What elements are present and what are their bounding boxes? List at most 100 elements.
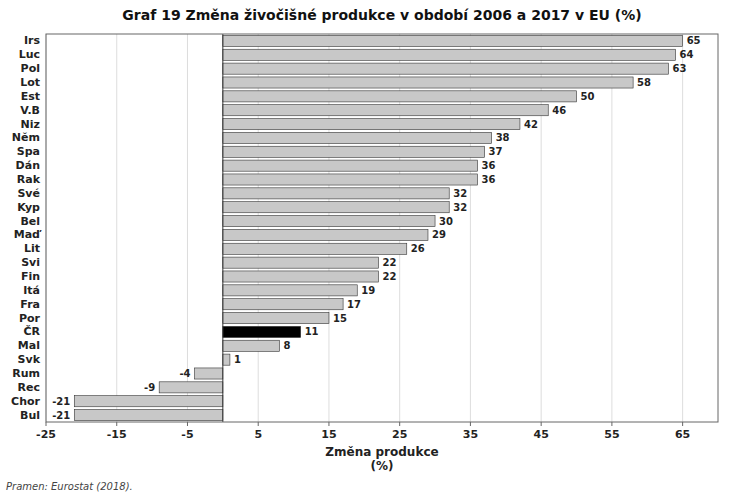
tick-mark [399, 422, 400, 426]
category-label: Bul [20, 409, 40, 422]
bar [223, 340, 280, 351]
tick-label: 5 [254, 428, 262, 441]
category-label: Chor [11, 395, 40, 408]
data-label: 19 [361, 285, 375, 296]
bar [74, 396, 223, 407]
tick-label: 65 [675, 428, 690, 441]
data-label: 32 [453, 202, 467, 213]
bar [74, 410, 223, 421]
category-label: Itá [23, 284, 40, 297]
data-label: 65 [687, 35, 701, 46]
data-label: 42 [524, 119, 538, 130]
bar [223, 188, 449, 199]
bar [223, 35, 683, 46]
category-label: Svk [18, 353, 41, 366]
data-label: 36 [481, 174, 495, 185]
bar [223, 299, 343, 310]
y-axis: IrsLucPolLotEstV.BNizNěmSpaDánRakSvéKypB… [11, 34, 42, 421]
tick-mark [682, 422, 683, 426]
category-label: ČR [23, 325, 40, 338]
category-label: V.B [20, 104, 40, 117]
data-label: 22 [382, 271, 396, 282]
bar [223, 49, 676, 60]
bar [223, 174, 478, 185]
category-label: Luc [19, 48, 40, 61]
category-label: Bel [20, 215, 40, 228]
tick-label: 55 [604, 428, 619, 441]
data-label: 29 [432, 229, 446, 240]
data-label: 63 [672, 63, 686, 74]
category-label: Irs [24, 34, 41, 47]
category-label: Lit [24, 242, 40, 255]
data-label: 15 [333, 313, 347, 324]
category-label: Fin [21, 270, 40, 283]
data-label: 11 [305, 326, 319, 337]
tick-label: -15 [107, 428, 127, 441]
data-label: 1 [234, 354, 241, 365]
category-label: Niz [21, 118, 40, 131]
title: Graf 19 Změna živočišné produkce v obdob… [122, 7, 641, 23]
zero-line [222, 34, 223, 422]
category-label: Mal [18, 339, 40, 352]
bars [74, 35, 682, 420]
category-label: Něm [12, 131, 40, 144]
bar [223, 146, 485, 157]
data-label: 26 [411, 243, 425, 254]
bar [223, 63, 669, 74]
data-label: 8 [283, 340, 290, 351]
data-labels: 6564635850464238373636323230292622221917… [52, 35, 700, 420]
category-label: Por [19, 312, 41, 325]
bar [223, 326, 301, 337]
grid-line [187, 34, 188, 422]
data-label: -4 [179, 368, 190, 379]
category-label: Maď [14, 228, 42, 241]
bar [223, 105, 548, 116]
tick-label: 35 [463, 428, 478, 441]
source: Pramen: Eurostat (2018). [6, 481, 133, 492]
tick-label: 45 [534, 428, 549, 441]
data-label: 38 [496, 132, 510, 143]
category-label: Svi [21, 256, 40, 269]
bar [223, 354, 230, 365]
bar [223, 77, 633, 88]
data-label: 32 [453, 188, 467, 199]
data-label: -21 [52, 410, 70, 421]
category-label: Fra [20, 298, 40, 311]
category-label: Pol [21, 62, 40, 75]
bar [223, 257, 379, 268]
bar [223, 285, 357, 296]
x-axis-label: (%) [371, 459, 394, 473]
plot-frame [46, 34, 718, 422]
x-axis-label: Změna produkce [325, 445, 438, 459]
bar [223, 91, 577, 102]
x-axis: -25-15-55152535455565 [36, 422, 690, 441]
data-label: 64 [680, 49, 694, 60]
tick-mark [116, 422, 117, 426]
tick-mark [328, 422, 329, 426]
tick-label: -25 [36, 428, 56, 441]
bar [223, 132, 492, 143]
category-label: Své [17, 187, 40, 200]
category-label: Kyp [17, 201, 40, 214]
bar [223, 243, 407, 254]
category-label: Rum [12, 367, 40, 380]
bar [223, 160, 478, 171]
chart: -25-15-55152535455565IrsLucPolLotEstV.BN… [0, 0, 734, 496]
bar [223, 216, 435, 227]
data-label: -21 [52, 396, 70, 407]
data-label: 46 [552, 105, 566, 116]
bar [159, 382, 223, 393]
category-label: Est [21, 90, 40, 103]
category-label: Spa [17, 145, 40, 158]
category-label: Rec [18, 381, 40, 394]
tick-mark [187, 422, 188, 426]
data-label: 30 [439, 216, 453, 227]
data-label: 36 [481, 160, 495, 171]
bar [223, 271, 379, 282]
grid [46, 34, 683, 422]
grid-line [116, 34, 117, 422]
tick-mark [46, 422, 47, 426]
category-label: Lot [20, 76, 40, 89]
grid-line [682, 34, 683, 422]
data-label: 58 [637, 77, 651, 88]
